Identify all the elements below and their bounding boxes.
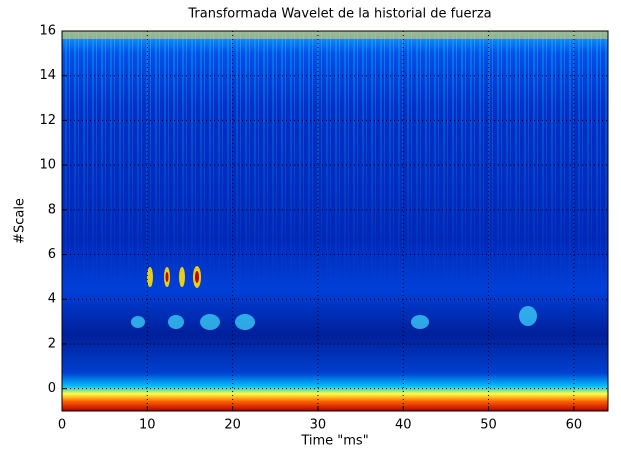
y-tick-label: 4	[48, 292, 56, 307]
y-tick-label: 8	[48, 202, 56, 217]
y-tick-label: 12	[39, 113, 56, 128]
y-tick-label: 10	[39, 158, 56, 173]
x-tick-label: 50	[480, 418, 497, 433]
x-tick-label: 10	[139, 418, 156, 433]
x-tick-label: 0	[58, 418, 66, 433]
chart-title: Transformada Wavelet de la historial de …	[187, 7, 491, 22]
x-axis-label: Time "ms"	[300, 434, 368, 449]
heatmap-image	[62, 31, 608, 411]
y-tick-label: 14	[39, 68, 56, 83]
x-tick-label: 20	[224, 418, 241, 433]
y-tick-label: 16	[39, 24, 56, 39]
y-axis-label: #Scale	[13, 198, 28, 244]
x-tick-label: 30	[310, 418, 327, 433]
y-tick-label: 6	[48, 247, 56, 262]
y-tick-label: 0	[48, 381, 56, 396]
x-tick-label: 60	[566, 418, 583, 433]
y-tick-label: 2	[48, 336, 56, 351]
x-tick-label: 40	[395, 418, 412, 433]
